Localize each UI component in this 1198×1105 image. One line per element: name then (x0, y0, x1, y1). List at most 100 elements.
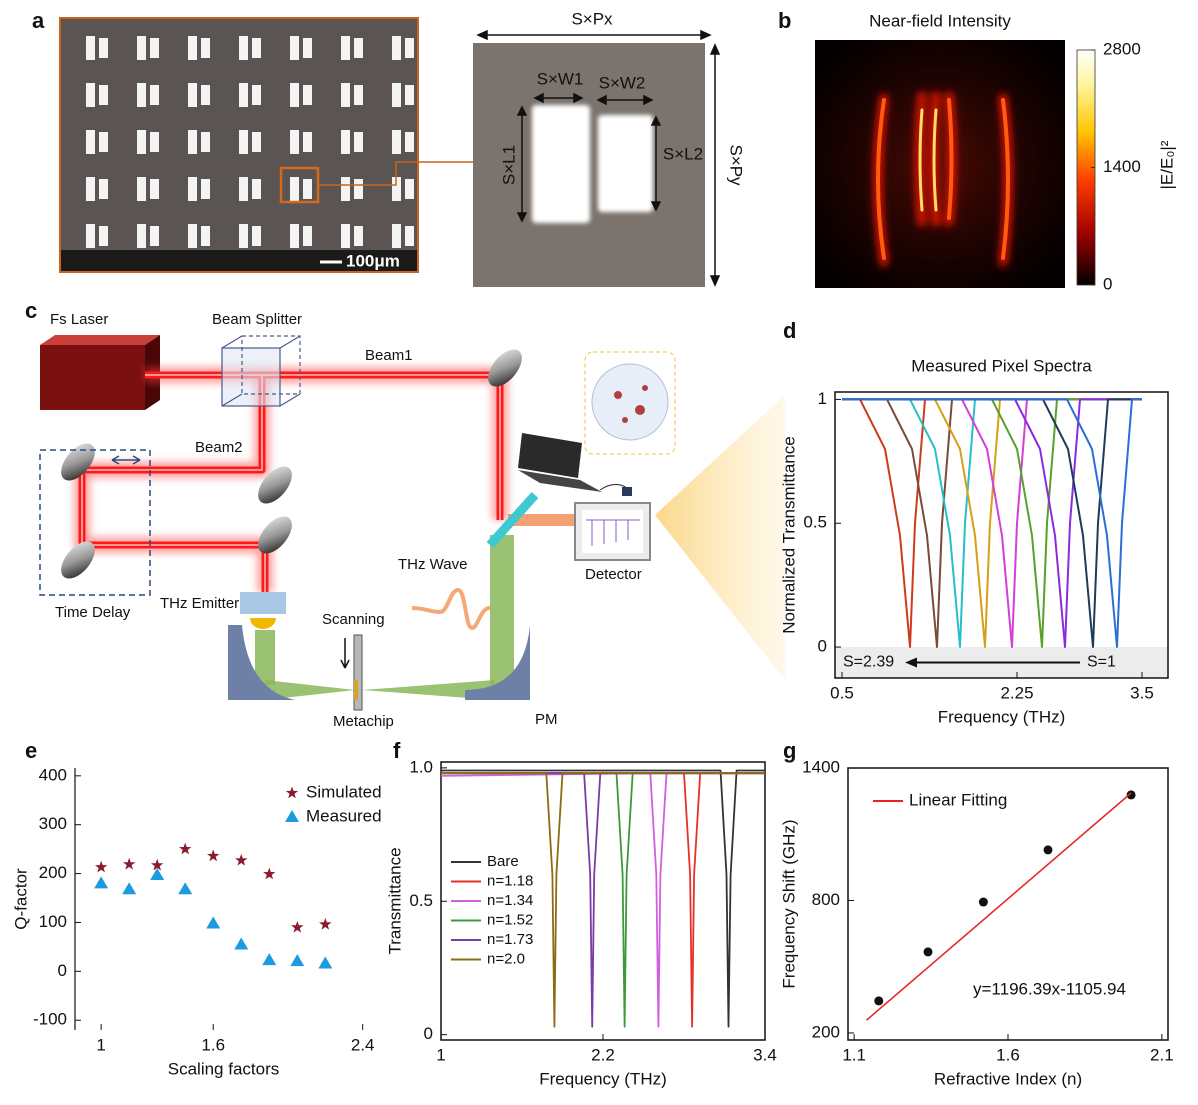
dimension-arrows (476, 29, 721, 287)
pillar (239, 224, 248, 248)
arrowhead (476, 29, 712, 41)
triangle-marker (290, 954, 305, 967)
y-tick-label: 0.5 (409, 891, 433, 910)
pillar (405, 132, 414, 152)
point (923, 947, 933, 957)
y-axis-label: Frequency Shift (GHz) (779, 819, 798, 988)
diagram-label: THz Wave (398, 556, 467, 573)
diagram-label: Beam2 (195, 439, 243, 456)
x-tick-label: 1.1 (842, 1045, 866, 1064)
element (622, 417, 628, 423)
pillar (341, 177, 350, 201)
pillar (188, 224, 197, 248)
dim-label: S×W2 (599, 73, 646, 92)
pillar (405, 85, 414, 105)
pillar (405, 226, 414, 246)
colorbar-tick-label: 1400 (1103, 157, 1141, 176)
pillar (303, 226, 312, 246)
x-tick-label: 2.1 (1150, 1045, 1174, 1064)
pillar (303, 85, 312, 105)
annotation: S=2.39 (843, 654, 894, 671)
delay-arrow (111, 455, 141, 465)
detector-port (622, 487, 632, 496)
laptop-screen (518, 433, 582, 478)
mirror (488, 349, 522, 387)
pillar (150, 132, 159, 152)
cube-front (221, 347, 281, 407)
cyan-splitter (486, 491, 539, 549)
thz-beam (265, 680, 355, 700)
diagram-label: PM (535, 711, 558, 728)
metachip-sample (354, 680, 358, 700)
pillar (188, 83, 197, 107)
legend-swatch (285, 786, 299, 799)
hotspot-peak (918, 108, 938, 212)
pillar (252, 38, 261, 58)
point (1126, 790, 1136, 800)
element (279, 335, 301, 349)
y-tick-label: 0.5 (803, 513, 827, 532)
laser-body (40, 345, 145, 410)
point (874, 996, 884, 1006)
plot-frame (834, 391, 1169, 679)
pillar (99, 132, 108, 152)
panel-letter: c (25, 298, 37, 323)
pillar (188, 36, 197, 60)
pillar (239, 177, 248, 201)
y-axis-label: Q-factor (11, 868, 30, 930)
detector-screen (582, 510, 643, 553)
x-tick-label: 1.6 (996, 1045, 1020, 1064)
detector-spectra (586, 519, 640, 546)
legend-swatch (285, 810, 299, 822)
y-tick-label: 300 (39, 814, 67, 833)
x-tick-label: 3.4 (753, 1045, 777, 1064)
arrowhead (596, 94, 654, 106)
element (221, 393, 243, 407)
y-tick-label: 0 (818, 637, 827, 656)
legend-label: n=1.18 (487, 872, 533, 889)
panel-a: 100μm S×Px S×W1 S×W2 S×L1 S×L2 S×Py (59, 9, 746, 287)
pillar (137, 83, 146, 107)
pillar (239, 130, 248, 154)
x-tick-label: 1.6 (201, 1035, 225, 1054)
triangle-marker (262, 953, 277, 966)
dim-label: S×L1 (499, 145, 518, 185)
series-line (842, 398, 1142, 648)
x-tick-label: 2.25 (1000, 683, 1033, 702)
y-tick-label: 800 (812, 890, 840, 909)
map-bubble (584, 351, 676, 455)
mirror (258, 466, 292, 504)
mirrors (61, 349, 522, 579)
pillar (150, 226, 159, 246)
pillar (201, 85, 210, 105)
shape (947, 98, 954, 220)
pillar (354, 85, 363, 105)
pillar (290, 224, 299, 248)
point (1043, 845, 1053, 855)
pillar (86, 36, 95, 60)
x-tick-label: 1 (96, 1035, 105, 1054)
pillar (201, 132, 210, 152)
pillar (137, 36, 146, 60)
cube-back (241, 335, 301, 395)
legend-label: Simulated (306, 782, 382, 801)
scan-arrow (340, 638, 350, 669)
y-tick-label: 200 (812, 1022, 840, 1041)
colorbar-label: |E/E₀|² (1157, 140, 1176, 189)
diagram-label: Time Delay (55, 604, 131, 621)
colorbar-ticks: 0 1400 2800 (1091, 39, 1141, 293)
thz-beam (362, 680, 495, 700)
zoom-cone (655, 395, 785, 680)
x-axis-label: Refractive Index (n) (934, 1069, 1082, 1088)
x-axis-label: Frequency (THz) (539, 1069, 667, 1088)
pillar (252, 226, 261, 246)
pillar (99, 179, 108, 199)
plot-frame (847, 767, 1169, 1041)
x-tick-label: 2.2 (591, 1045, 615, 1064)
pillar (150, 38, 159, 58)
shape (918, 108, 924, 212)
panel-c: Fs Laser Beam Splitter Beam1 Beam2 Time … (39, 311, 785, 730)
x-tick-label: 3.5 (1130, 683, 1154, 702)
element (221, 335, 243, 349)
